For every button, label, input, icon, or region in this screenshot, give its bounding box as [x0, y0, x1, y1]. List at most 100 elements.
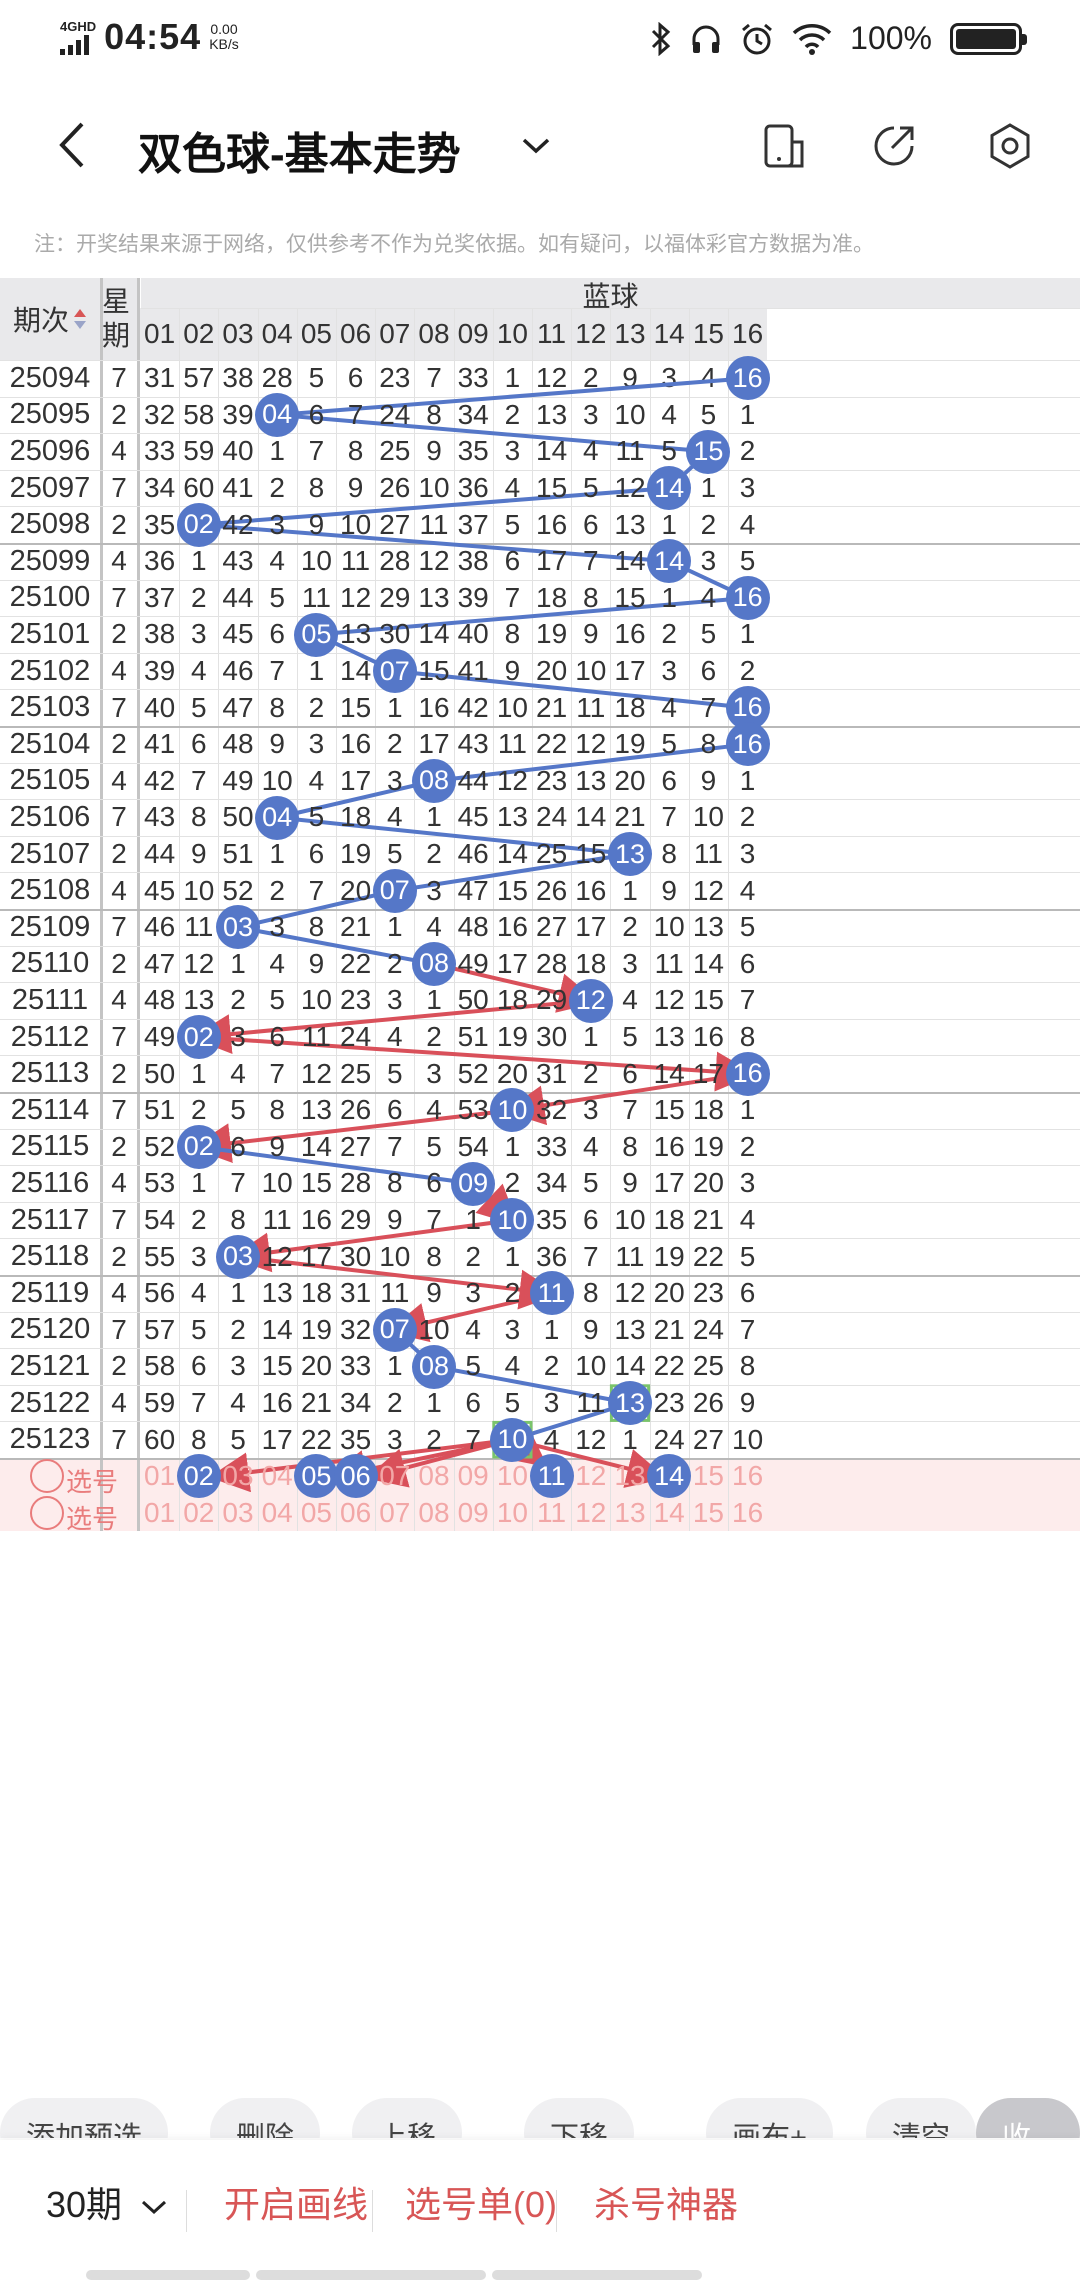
drawn-ball[interactable]: 07	[372, 1307, 417, 1352]
action-chip[interactable]: 收起	[976, 2098, 1080, 2138]
selected-pick-ball[interactable]: 11	[529, 1454, 574, 1499]
drawn-ball[interactable]: 10	[490, 1088, 535, 1133]
period-select[interactable]: 30期	[46, 2176, 168, 2228]
drawn-ball[interactable]: 07	[372, 868, 417, 913]
pick-number[interactable]: 01	[144, 1496, 176, 1528]
pick-number[interactable]: 10	[496, 1460, 528, 1492]
chevron-down-icon[interactable]	[520, 130, 552, 160]
action-chip[interactable]: 添加预选	[0, 2098, 169, 2138]
drawn-ball[interactable]: 09	[451, 1161, 496, 1206]
miss-count: 7	[269, 655, 285, 687]
pick-number[interactable]: 09	[457, 1496, 489, 1528]
miss-count: 3	[426, 874, 442, 906]
page-title[interactable]: 双色球-基本走势	[138, 130, 461, 179]
pick-number[interactable]: 11	[537, 1496, 567, 1528]
selected-pick-ball[interactable]: 06	[333, 1454, 378, 1499]
miss-count: 3	[465, 1277, 481, 1309]
drawn-ball[interactable]: 11	[529, 1271, 574, 1316]
drawn-ball[interactable]: 14	[647, 466, 692, 511]
drawn-ball[interactable]: 14	[647, 539, 692, 584]
pick-number[interactable]: 13	[614, 1496, 646, 1528]
miss-count: 19	[536, 618, 568, 650]
miss-count: 10	[183, 874, 215, 906]
pick-number[interactable]: 06	[340, 1496, 372, 1528]
drawn-ball[interactable]: 15	[686, 429, 731, 474]
selected-pick-ball[interactable]: 05	[294, 1454, 339, 1499]
miss-count: 5	[700, 398, 717, 430]
miss-count: 13	[300, 1094, 332, 1126]
miss-count: 46	[144, 911, 176, 943]
pick-number[interactable]: 12	[575, 1496, 607, 1528]
pick-number[interactable]: 16	[732, 1460, 764, 1492]
pick-number[interactable]: 16	[732, 1496, 764, 1528]
drawn-ball[interactable]: 02	[176, 1015, 221, 1060]
pick-number[interactable]: 13	[614, 1460, 646, 1492]
pick-number[interactable]: 15	[692, 1460, 724, 1492]
pick-number[interactable]: 01	[144, 1460, 176, 1492]
drawn-ball[interactable]: 08	[412, 758, 456, 803]
kill-tool-button[interactable]: 杀号神器	[594, 2184, 739, 2225]
action-chip[interactable]: 上移	[352, 2098, 463, 2138]
drawn-ball[interactable]: 16	[725, 356, 770, 401]
miss-count: 38	[222, 362, 254, 394]
pick-number[interactable]: 03	[222, 1496, 254, 1528]
drawn-ball[interactable]: 10	[490, 1198, 535, 1243]
pick-list-button[interactable]: 选号单(0)	[405, 2184, 557, 2225]
pick-number[interactable]: 07	[379, 1460, 411, 1492]
pick-number[interactable]: 15	[692, 1496, 724, 1528]
drawn-ball[interactable]: 03	[216, 905, 260, 950]
selected-pick-ball[interactable]: 02	[176, 1454, 221, 1499]
pick-number[interactable]: 04	[261, 1460, 293, 1492]
miss-count: 2	[739, 1130, 756, 1162]
weekday-cell: 7	[111, 581, 127, 613]
period-header[interactable]: 期次	[0, 278, 100, 360]
phone-view-icon[interactable]	[760, 122, 808, 170]
settings-icon[interactable]	[986, 122, 1034, 170]
draw-line-button[interactable]: 开启画线	[224, 2184, 369, 2225]
pick-number[interactable]: 02	[183, 1496, 215, 1528]
drawn-ball[interactable]: 13	[608, 832, 652, 877]
drawn-ball[interactable]: 16	[725, 722, 770, 767]
drawn-ball[interactable]: 03	[216, 1234, 260, 1279]
drawn-ball[interactable]: 12	[568, 978, 613, 1023]
selected-pick-ball[interactable]: 14	[647, 1454, 692, 1499]
action-chip[interactable]: 下移	[524, 2098, 635, 2138]
pick-number[interactable]: 10	[496, 1496, 528, 1528]
back-icon[interactable]	[52, 120, 92, 170]
pick-radio[interactable]	[30, 1459, 64, 1493]
action-chip[interactable]: 清空	[866, 2098, 977, 2138]
miss-count: 57	[183, 362, 215, 394]
pick-number[interactable]: 07	[379, 1496, 411, 1528]
drawn-ball[interactable]: 04	[255, 392, 300, 437]
miss-count: 24	[536, 801, 568, 833]
pick-radio[interactable]	[30, 1495, 64, 1530]
drawn-ball[interactable]: 08	[412, 1344, 456, 1389]
drawn-ball[interactable]: 16	[725, 575, 770, 620]
drawn-ball[interactable]: 10	[490, 1417, 535, 1462]
share-icon[interactable]	[870, 122, 918, 170]
drawn-ball[interactable]: 08	[412, 941, 456, 986]
pick-number[interactable]: 08	[418, 1460, 450, 1492]
drawn-ball[interactable]: 16	[725, 1051, 770, 1096]
miss-count: 11	[262, 1204, 292, 1236]
miss-count: 11	[301, 581, 331, 613]
trend-table[interactable]: 期次 星期 蓝球 01 02 03 04 05 06 07 08 09 10 11 12 13 14 15 16 25…	[0, 278, 1080, 2078]
pick-number[interactable]: 03	[222, 1460, 254, 1492]
drawn-ball[interactable]: 02	[176, 502, 221, 547]
miss-count: 26	[536, 874, 568, 906]
pick-number[interactable]: 05	[300, 1496, 332, 1528]
miss-count: 6	[661, 764, 677, 796]
pick-number[interactable]: 09	[457, 1460, 489, 1492]
pick-number[interactable]: 04	[261, 1496, 293, 1528]
miss-count: 1	[386, 911, 403, 943]
drawn-ball[interactable]: 02	[176, 1124, 221, 1169]
drawn-ball[interactable]: 13	[608, 1381, 652, 1426]
action-chip[interactable]: 画布+	[706, 2098, 833, 2138]
drawn-ball[interactable]: 05	[294, 612, 339, 657]
pick-number[interactable]: 12	[575, 1460, 607, 1492]
pick-number[interactable]: 08	[418, 1496, 450, 1528]
drawn-ball[interactable]: 07	[372, 649, 417, 694]
drawn-ball[interactable]: 04	[255, 795, 300, 840]
pick-number[interactable]: 14	[653, 1496, 685, 1528]
action-chip[interactable]: 删除	[210, 2098, 321, 2138]
